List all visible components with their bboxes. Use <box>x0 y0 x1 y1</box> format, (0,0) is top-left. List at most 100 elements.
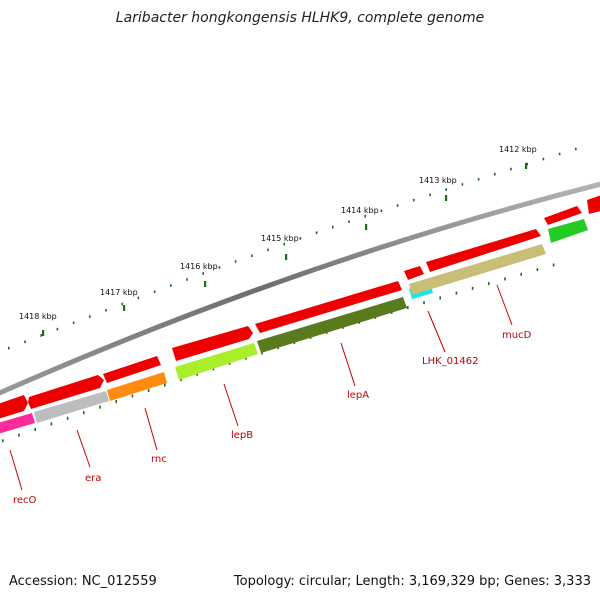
minor-tick <box>180 378 182 382</box>
minor-tick <box>413 198 415 202</box>
minor-tick <box>423 301 425 305</box>
minor-tick <box>66 416 69 420</box>
minor-tick <box>8 346 10 350</box>
gene-bar-recO[interactable] <box>0 413 35 434</box>
cds-arrow[interactable] <box>0 395 28 419</box>
minor-tick <box>261 351 263 355</box>
minor-tick <box>218 266 221 269</box>
minor-tick <box>83 411 85 415</box>
minor-tick <box>170 284 172 287</box>
gene-bar-lepB[interactable] <box>175 343 258 380</box>
minor-tick <box>488 282 490 286</box>
cds-arrow[interactable] <box>544 206 582 225</box>
cds-arrow[interactable] <box>172 326 253 361</box>
accession-text: Accession: NC_012559 <box>9 574 157 589</box>
kbp-label: 1412 kbp <box>499 145 537 154</box>
minor-tick <box>147 389 150 393</box>
major-tick <box>204 281 207 287</box>
gene-bar-mucD[interactable] <box>409 244 546 295</box>
kbp-label: 1413 kbp <box>419 176 457 185</box>
minor-tick <box>558 152 561 156</box>
kbp-label: 1414 kbp <box>341 206 379 215</box>
minor-tick <box>34 428 36 432</box>
minor-tick <box>380 209 383 213</box>
minor-tick <box>299 237 302 240</box>
minor-tick <box>164 383 166 387</box>
minor-tick <box>267 248 269 252</box>
minor-tick <box>212 367 215 371</box>
minor-tick <box>364 214 366 218</box>
cds-arrow[interactable] <box>404 266 424 280</box>
minor-tick <box>228 361 231 365</box>
minor-tick <box>332 225 334 229</box>
minor-tick <box>575 147 577 151</box>
minor-tick <box>445 188 447 191</box>
minor-tick <box>407 306 409 310</box>
minor-tick <box>504 277 506 281</box>
minor-tick <box>251 254 253 258</box>
minor-tick <box>471 286 474 290</box>
minor-tick <box>494 172 496 176</box>
gene-label-lepB: lepB <box>231 430 253 441</box>
cds-arrow[interactable] <box>28 375 104 409</box>
minor-tick <box>439 296 441 300</box>
minor-tick <box>552 263 555 267</box>
minor-tick <box>72 321 75 325</box>
gene-label-rnc: rnc <box>151 454 167 465</box>
minor-tick <box>99 405 101 409</box>
minor-tick <box>283 242 285 246</box>
minor-tick <box>245 356 247 360</box>
major-ticks <box>42 163 528 336</box>
major-tick <box>285 254 288 260</box>
genome-summary: Topology: circular; Length: 3,169,329 bp… <box>233 574 591 589</box>
gene-label-recO: recO <box>13 495 37 506</box>
minor-tick <box>121 302 123 306</box>
cds-track <box>0 194 600 419</box>
minor-tick <box>153 290 156 294</box>
major-tick <box>525 163 528 169</box>
genome-backbone <box>0 181 600 396</box>
kbp-label: 1417 kbp <box>100 288 138 297</box>
gene-bar-lepA[interactable] <box>257 297 407 353</box>
gene-bar-era[interactable] <box>34 391 109 423</box>
major-tick <box>365 224 368 230</box>
kbp-label: 1418 kbp <box>19 312 57 321</box>
cds-arrow[interactable] <box>426 229 541 272</box>
minor-tick <box>186 278 188 281</box>
minor-tick <box>40 334 42 337</box>
major-tick <box>42 330 45 336</box>
kbp-label: 1416 kbp <box>180 262 218 271</box>
gene-label-LHK_01462: LHK_01462 <box>422 356 478 367</box>
minor-tick <box>348 220 350 223</box>
cds-arrow[interactable] <box>587 194 600 214</box>
cds-arrow[interactable] <box>255 281 402 333</box>
minor-tick <box>56 327 59 331</box>
minor-tick <box>277 346 279 350</box>
minor-tick <box>234 260 237 263</box>
minor-tick <box>2 439 4 443</box>
minor-tick <box>542 157 545 161</box>
kbp-labels: 1412 kbp 1413 kbp 1414 kbp 1415 kbp 1416… <box>19 145 537 321</box>
minor-tick <box>196 372 198 376</box>
minor-tick <box>18 433 20 437</box>
kbp-label: 1415 kbp <box>261 234 299 243</box>
gene-label-lepA: lepA <box>347 390 369 401</box>
cds-arrow[interactable] <box>103 356 161 383</box>
page-title: Laribacter hongkongensis HLHK9, complete… <box>115 10 485 26</box>
minor-tick <box>396 204 399 207</box>
gene-label-era: era <box>85 473 101 484</box>
minor-tick <box>89 315 91 318</box>
minor-tick <box>536 268 539 272</box>
major-tick <box>123 305 126 311</box>
minor-tick <box>520 272 522 276</box>
gene-bar-unnamed[interactable] <box>548 219 588 243</box>
minor-tick <box>461 183 464 186</box>
minor-tick <box>24 340 26 344</box>
gene-track <box>0 219 588 434</box>
major-tick <box>445 195 448 201</box>
gene-bar-rnc[interactable] <box>107 372 167 401</box>
minor-tick <box>455 291 458 295</box>
gene-labels: recO era rnc lepB lepA LHK_01462 mucD <box>13 330 532 506</box>
minor-tick <box>429 193 431 197</box>
